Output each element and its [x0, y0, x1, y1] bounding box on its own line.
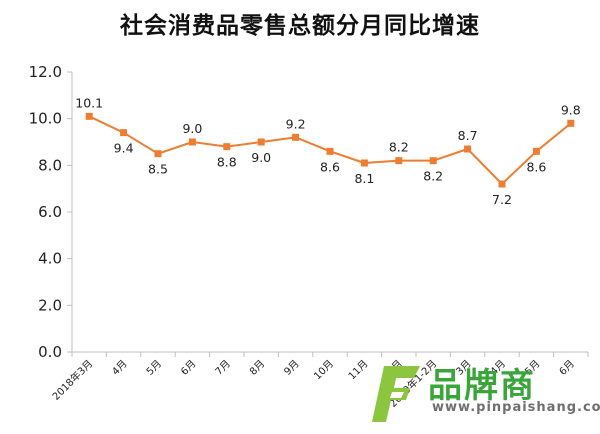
data-label: 8.6	[526, 159, 546, 174]
data-label: 10.1	[75, 95, 103, 110]
data-label: 8.2	[423, 169, 443, 184]
data-label: 8.5	[148, 162, 168, 177]
x-tick-label: 11月	[346, 358, 371, 383]
x-tick-label: 10月	[312, 358, 337, 383]
x-tick-label: 7月	[213, 358, 233, 378]
x-tick-label: 6月	[178, 358, 198, 378]
data-point	[395, 157, 403, 165]
data-label: 8.8	[217, 155, 237, 170]
data-point	[223, 143, 231, 151]
y-tick-label: 8.0	[38, 156, 62, 174]
y-tick-label: 4.0	[38, 250, 62, 268]
data-point	[429, 157, 437, 165]
x-tick-label: 4月	[110, 358, 130, 378]
data-point	[154, 150, 162, 158]
data-point	[292, 133, 300, 141]
y-tick-label: 2.0	[38, 296, 62, 314]
y-tick-label: 0.0	[38, 343, 62, 361]
watermark-domain: www.pinpaishang.com	[432, 400, 600, 415]
data-label: 8.7	[458, 128, 478, 143]
data-point	[85, 112, 93, 120]
data-label: 8.1	[354, 171, 374, 186]
y-tick-label: 10.0	[29, 110, 62, 128]
data-label: 9.0	[251, 150, 271, 165]
x-tick-label: 9月	[282, 358, 302, 378]
data-point	[257, 138, 265, 146]
data-point	[464, 145, 472, 153]
data-label: 8.6	[320, 159, 340, 174]
data-label: 9.8	[561, 102, 581, 117]
x-tick-label: 2018年3月	[49, 357, 95, 403]
watermark: 品牌商 www.pinpaishang.com	[368, 356, 600, 430]
data-point	[532, 147, 540, 155]
x-tick-label: 5月	[144, 358, 164, 378]
data-point	[360, 159, 368, 167]
watermark-brand: 品牌商	[428, 366, 536, 406]
data-point	[188, 138, 196, 146]
data-point	[567, 119, 575, 127]
data-label: 9.2	[286, 116, 306, 131]
brand-logo-icon	[372, 366, 420, 422]
data-point	[120, 129, 128, 137]
y-tick-label: 6.0	[38, 203, 62, 221]
data-point	[326, 147, 334, 155]
data-label: 8.2	[389, 140, 409, 155]
data-label: 9.4	[114, 141, 134, 156]
x-tick-label: 8月	[247, 358, 267, 378]
chart-title: 社会消费品零售总额分月同比增速	[120, 13, 480, 39]
data-label: 7.2	[492, 192, 512, 207]
y-tick-label: 12.0	[29, 63, 62, 81]
data-label: 9.0	[182, 121, 202, 136]
data-point	[498, 180, 506, 188]
